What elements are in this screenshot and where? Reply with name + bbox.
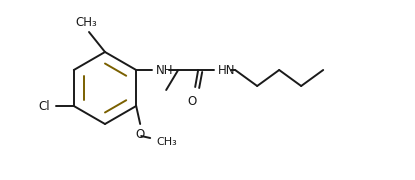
Text: Cl: Cl bbox=[38, 100, 50, 112]
Text: O: O bbox=[136, 128, 145, 141]
Text: CH₃: CH₃ bbox=[75, 16, 97, 29]
Text: CH₃: CH₃ bbox=[156, 137, 177, 147]
Text: HN: HN bbox=[218, 64, 236, 76]
Text: O: O bbox=[188, 95, 197, 108]
Text: NH: NH bbox=[156, 64, 173, 76]
